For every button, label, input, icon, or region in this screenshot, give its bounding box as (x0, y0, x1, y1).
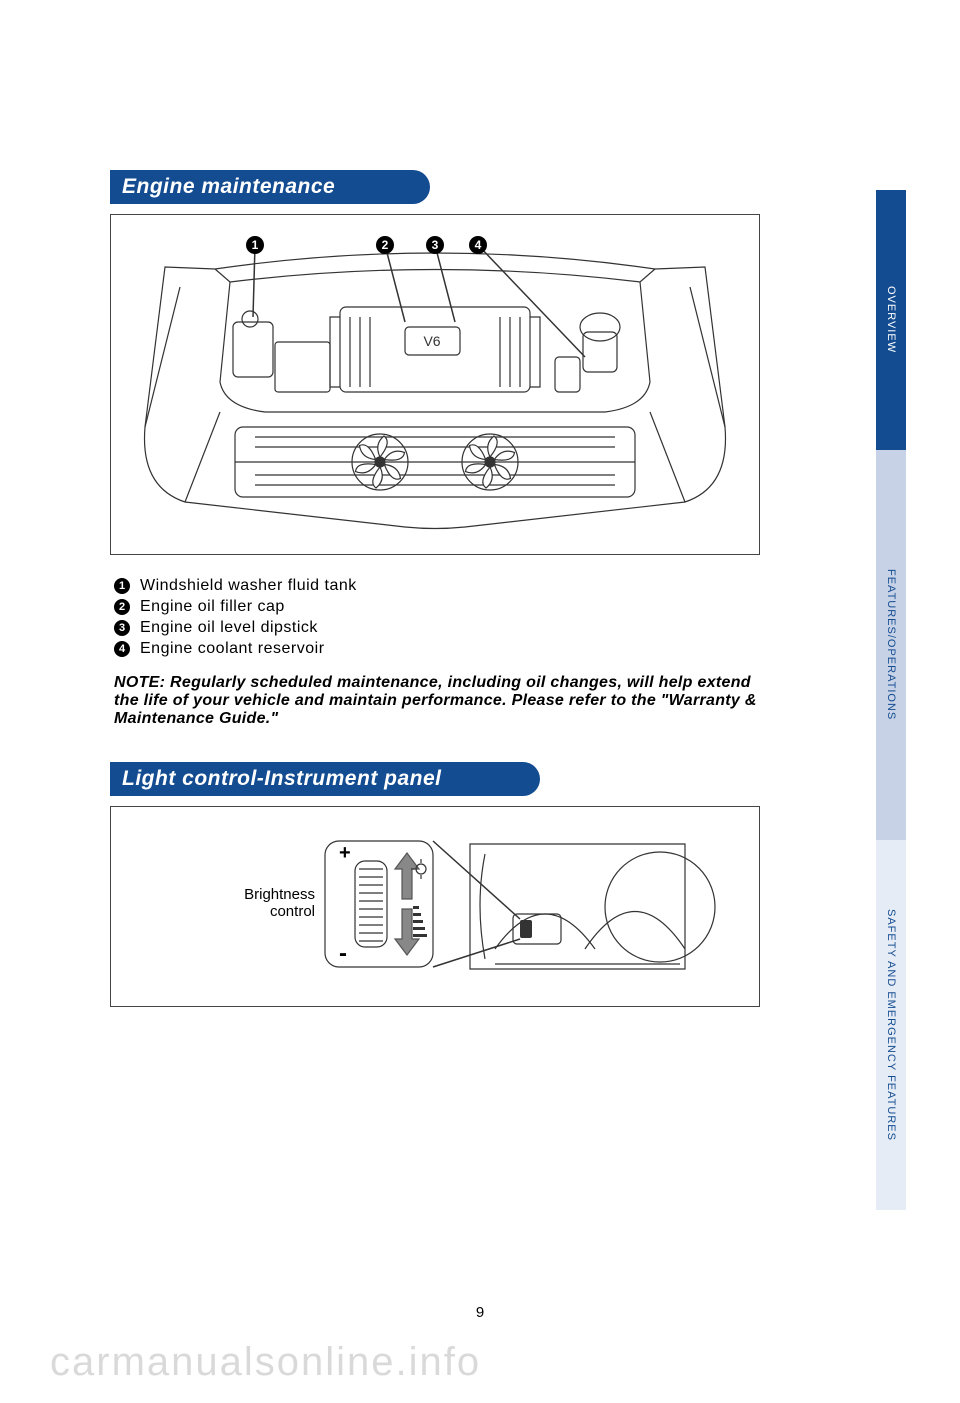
section-title-engine: Engine maintenance (122, 175, 335, 199)
maintenance-note: NOTE: Regularly scheduled maintenance, i… (114, 674, 760, 728)
side-tab-safety: SAFETY AND EMERGENCY FEATURES (876, 840, 906, 1210)
section-header-engine: Engine maintenance (110, 170, 760, 204)
page-number: 9 (0, 1304, 960, 1321)
legend-item: 1 Windshield washer fluid tank (114, 577, 760, 595)
side-tab-overview-label: OVERVIEW (885, 286, 897, 353)
callout-4-num: 4 (475, 238, 482, 252)
brightness-label-line1: Brightness (244, 886, 315, 903)
watermark-text: carmanualsonline.info (50, 1340, 481, 1385)
side-tab-safety-label: SAFETY AND EMERGENCY FEATURES (885, 909, 897, 1141)
legend-num-icon: 1 (114, 578, 130, 594)
plus-icon: + (339, 842, 351, 864)
side-tab-overview: OVERVIEW (876, 190, 906, 450)
legend-item: 3 Engine oil level dipstick (114, 619, 760, 637)
side-tab-container: OVERVIEW FEATURES/OPERATIONS SAFETY AND … (876, 190, 906, 1210)
legend-num-icon: 3 (114, 620, 130, 636)
brightness-diagram: + - Brightness control (121, 819, 749, 989)
note-label: NOTE: (114, 674, 165, 691)
engine-diagram: V6 (121, 227, 749, 537)
legend-num-icon: 2 (114, 599, 130, 615)
svg-text:V6: V6 (423, 333, 440, 349)
legend-item: 2 Engine oil filler cap (114, 598, 760, 616)
legend-num-icon: 4 (114, 641, 130, 657)
section-title-light: Light control-Instrument panel (122, 767, 442, 791)
engine-legend: 1 Windshield washer fluid tank 2 Engine … (114, 577, 760, 658)
side-tab-features: FEATURES/OPERATIONS (876, 450, 906, 840)
section-header-light: Light control-Instrument panel (110, 762, 760, 796)
legend-text: Engine coolant reservoir (140, 640, 325, 658)
callout-3-num: 3 (432, 238, 439, 252)
legend-item: 4 Engine coolant reservoir (114, 640, 760, 658)
callout-1-num: 1 (252, 238, 259, 252)
minus-icon: - (339, 940, 347, 967)
note-text: Regularly scheduled maintenance, includi… (114, 674, 757, 727)
engine-figure-box: V6 (110, 214, 760, 555)
callout-2-num: 2 (382, 238, 389, 252)
legend-text: Windshield washer fluid tank (140, 577, 357, 595)
brightness-label-line2: control (270, 903, 315, 920)
side-tab-features-label: FEATURES/OPERATIONS (885, 569, 897, 720)
legend-text: Engine oil filler cap (140, 598, 285, 616)
legend-text: Engine oil level dipstick (140, 619, 318, 637)
main-content: Engine maintenance (110, 170, 760, 1029)
brightness-figure-box: + - Brightness control (110, 806, 760, 1007)
